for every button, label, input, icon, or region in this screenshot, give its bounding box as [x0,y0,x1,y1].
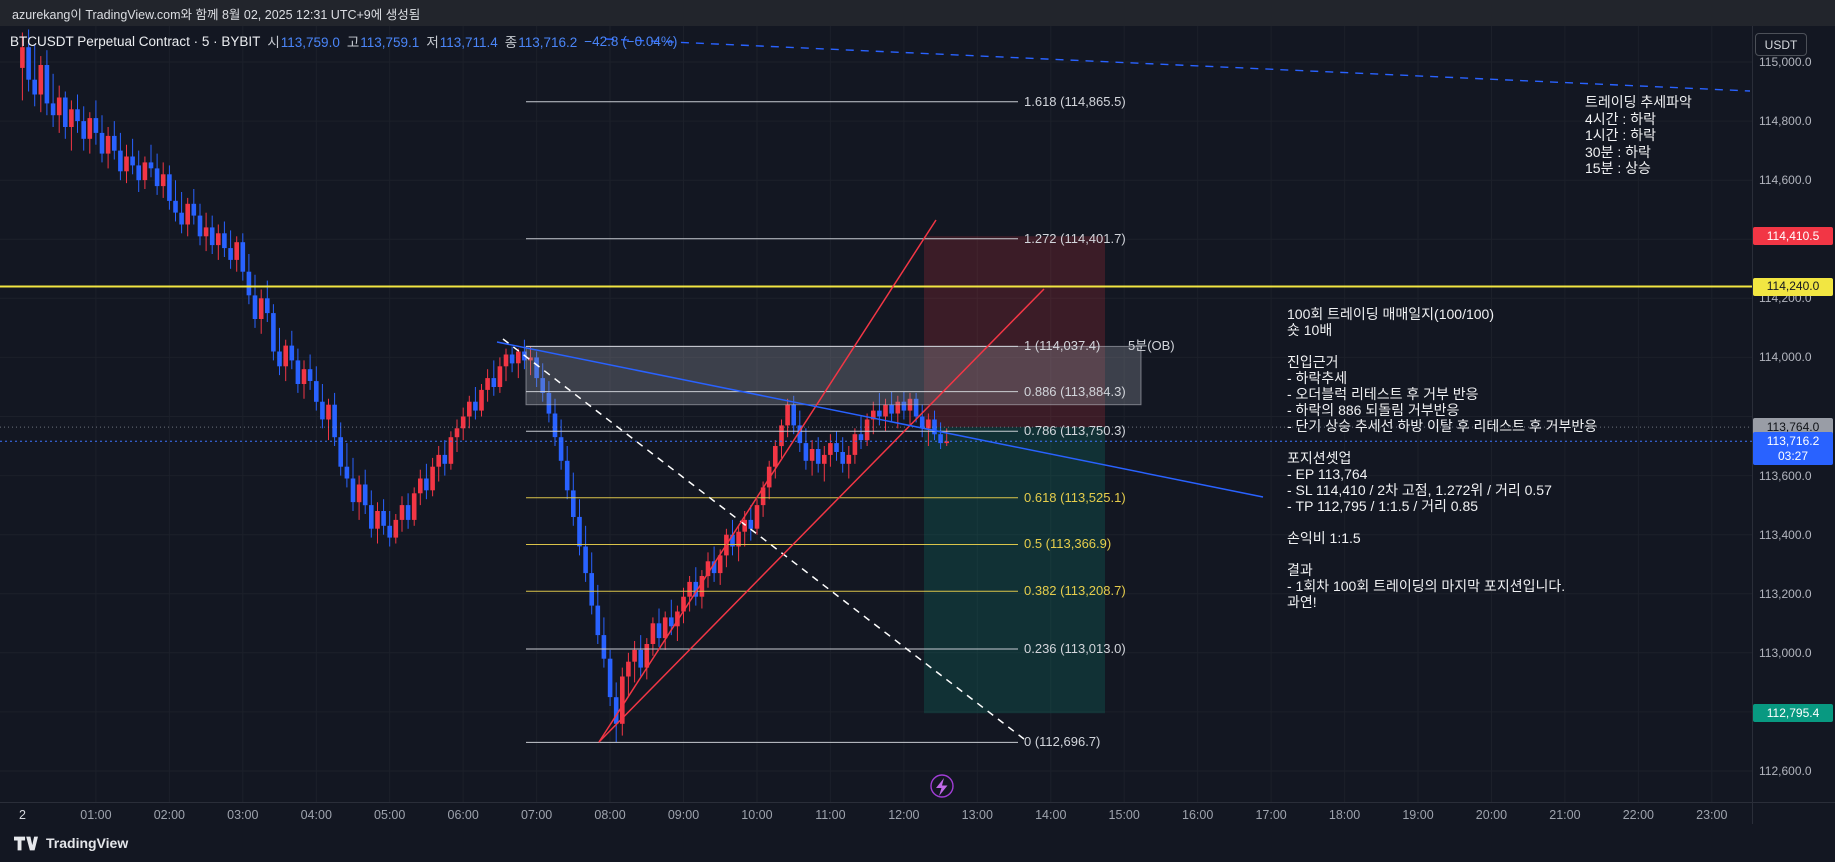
currency-button[interactable]: USDT [1755,33,1807,56]
ohlc-low: 저113,711.4 [426,31,497,51]
grid [0,26,1752,802]
share-attribution-text: azurekang이 TradingView.com와 함께 8월 02, 20… [12,7,421,22]
rising-wedge-line-shallow[interactable] [598,288,1045,743]
trend-analysis-note[interactable]: 트레이딩 추세파악 4시간 : 하락 1시간 : 하락 30분 : 하락 15분… [1585,94,1692,176]
rising-wedge-line-steep[interactable] [598,219,937,743]
tradingview-footer: TradingView [14,835,128,851]
tradingview-brand-text[interactable]: TradingView [46,835,129,851]
descending-resistance-line[interactable] [496,341,1264,498]
price-axis-separator [1752,26,1753,824]
open-label: 시 [267,35,280,50]
high-value: 113,759.1 [360,35,420,50]
candlestick-series[interactable] [20,29,949,743]
order-block-box[interactable] [525,345,1142,406]
close-value: 113,716.2 [518,35,578,50]
short-sl-zone[interactable] [924,236,1105,428]
low-value: 113,711.4 [439,35,498,50]
price-axis[interactable] [1752,26,1835,802]
trade-journal-note[interactable]: 100회 트레이딩 매매일지(100/100) 숏 10배 진입근거 - 하락추… [1287,306,1598,610]
broken-support-trendline[interactable] [502,338,1025,740]
tradingview-logo-icon[interactable] [14,836,38,851]
price-change: −42.8 (−0.04%) [584,33,678,49]
chart-legend: BTCUSDT Perpetual Contract · 5 · BYBIT 시… [10,31,677,51]
time-axis[interactable] [0,803,1752,827]
symbol-title[interactable]: BTCUSDT Perpetual Contract · 5 · BYBIT [10,33,261,49]
low-label: 저 [426,35,439,50]
time-axis-separator [0,802,1835,803]
flash-icon[interactable] [930,774,954,798]
short-tp-zone[interactable] [924,427,1105,714]
upper-descending-dashed-line[interactable] [605,38,1751,92]
share-topbar: azurekang이 TradingView.com와 함께 8월 02, 20… [0,0,1835,26]
ohlc-high: 고113,759.1 [347,31,419,51]
close-label: 종 [504,35,518,50]
open-value: 113,759.0 [280,35,340,50]
high-label: 고 [346,35,360,50]
ohlc-close: 종113,716.2 [505,31,577,51]
ohlc-open: 시113,759.0 [267,31,339,51]
